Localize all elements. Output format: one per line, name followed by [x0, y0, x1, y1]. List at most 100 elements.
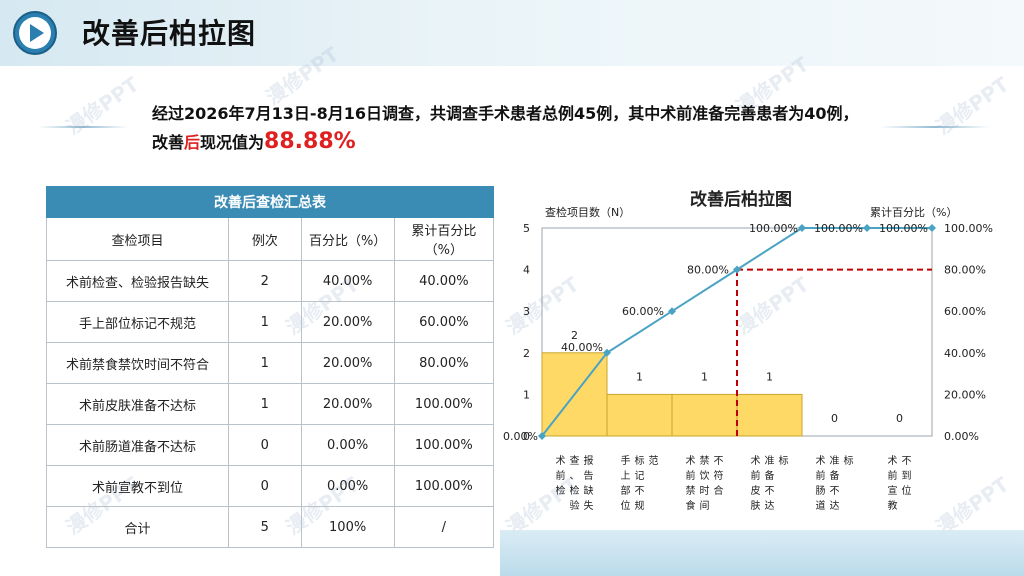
bar [606, 393, 673, 437]
category-label-char: 不 [635, 486, 645, 497]
category-label-char: 禁 [700, 455, 710, 467]
bar-value-label: 0 [831, 412, 838, 425]
category-label-char: 到 [902, 470, 912, 482]
y-tick-label: 4 [523, 264, 530, 277]
summary-line-1: 经过2026年7月13日-8月16日调查，共调查手术患者总例45例，其中术前准备… [152, 104, 859, 123]
category-label-char: 前 [751, 469, 761, 482]
table-cell: 100% [300, 506, 395, 548]
category-label-char: 前 [556, 469, 566, 482]
bar-value-label: 0 [896, 412, 903, 425]
bar-value-label: 1 [701, 370, 708, 383]
category-label-char: 肠 [816, 485, 826, 497]
category-label-char: 禁 [686, 485, 696, 497]
cumulative-marker [863, 224, 871, 232]
category-label-char: 记 [635, 470, 645, 482]
category-label-char: 前 [686, 469, 696, 482]
category-label-char: 标 [844, 455, 854, 467]
table-cell: 1 [228, 301, 302, 343]
table-row: 术前肠道准备不达标 0 0.00% 100.00% [45, 424, 495, 466]
category-label-char: 皮 [751, 484, 761, 497]
cumulative-label: 100.00% [749, 222, 798, 235]
category-label-char: 合 [714, 484, 724, 497]
table-cell: 20.00% [300, 383, 395, 425]
category-label-char: 食 [686, 499, 696, 512]
y2-axis-title: 累计百分比（%） [870, 206, 957, 219]
category-label-char: 达 [765, 500, 775, 512]
bar-value-label: 1 [766, 370, 773, 383]
category-label-char: 检 [570, 484, 580, 497]
table-cell: 合计 [45, 506, 230, 548]
category-label-char: 不 [765, 486, 775, 497]
category-label-char: 范 [649, 454, 659, 467]
y2-tick-label: 80.00% [944, 264, 986, 277]
cumulative-label: 100.00% [879, 222, 928, 235]
table-cell: 2 [228, 260, 302, 302]
category-label-char: 上 [621, 470, 631, 482]
current-value: 88.88% [264, 129, 356, 154]
category-label-char: 检 [556, 484, 566, 497]
category-label-char: 达 [830, 500, 840, 512]
play-icon[interactable] [12, 10, 58, 56]
y2-tick-label: 100.00% [944, 222, 993, 235]
table-caption: 改善后查检汇总表 [46, 186, 494, 218]
y-tick-label: 1 [523, 388, 530, 401]
y-tick-label: 5 [523, 222, 530, 235]
category-label-char: 教 [888, 499, 898, 512]
cumulative-label: 0.00% [503, 430, 538, 443]
decor-line-left [38, 126, 128, 128]
category-label-char: 术 [556, 455, 566, 467]
category-label-char: 、 [570, 471, 580, 482]
category-label-char: 标 [635, 455, 645, 467]
y2-tick-label: 40.00% [944, 347, 986, 360]
table-header-cell: 累计百分比（%） [393, 217, 495, 261]
table-cell: 20.00% [300, 301, 395, 343]
category-label-char: 时 [700, 485, 710, 497]
y-tick-label: 3 [523, 305, 530, 318]
category-label-char: 失 [584, 499, 594, 512]
summary-middle: 现况值为 [200, 133, 265, 152]
category-label-char: 验 [570, 499, 580, 512]
y2-tick-label: 0.00% [944, 430, 979, 443]
category-label-char: 术 [888, 455, 898, 467]
category-label-char: 间 [700, 499, 710, 512]
category-label-char: 术 [686, 455, 696, 467]
bottom-decoration [500, 530, 1024, 576]
category-label-char: 位 [902, 484, 912, 497]
bar [736, 393, 803, 437]
category-label-char: 准 [830, 455, 840, 467]
category-label-char: 备 [765, 469, 775, 482]
bar-value-label: 2 [571, 329, 578, 342]
y-tick-label: 0 [523, 430, 530, 443]
cumulative-label: 60.00% [622, 305, 664, 318]
category-label-char: 部 [621, 484, 631, 497]
category-label-char: 位 [621, 499, 631, 512]
cumulative-label: 80.00% [687, 264, 729, 277]
category-label-char: 不 [714, 456, 724, 467]
page-title: 改善后柏拉图 [82, 17, 257, 50]
category-label-char: 前 [816, 469, 826, 482]
y2-tick-label: 20.00% [944, 388, 986, 401]
category-label-char: 宣 [888, 484, 898, 497]
bar-value-label: 1 [636, 370, 643, 383]
y-axis-title: 查检项目数（N） [545, 205, 630, 219]
cumulative-marker [928, 224, 936, 232]
category-label-char: 符 [714, 469, 724, 482]
table-cell: 0.00% [300, 424, 395, 466]
table-cell: 60.00% [393, 301, 495, 343]
chart-title: 改善后柏拉图 [690, 190, 792, 210]
table-cell: 0.00% [300, 465, 395, 507]
summary-highlight: 后 [184, 133, 201, 152]
category-label-char: 道 [816, 499, 826, 512]
table-header-cell: 查检项目 [45, 217, 230, 261]
category-label-char: 查 [570, 454, 580, 467]
summary-table: 改善后查检汇总表 查检项目 例次 百分比（%） 累计百分比（%） 术前检查、检验… [45, 186, 495, 548]
category-label-char: 规 [635, 499, 645, 512]
survey-summary: 经过2026年7月13日-8月16日调查，共调查手术患者总例45例，其中术前准备… [152, 100, 859, 157]
decor-line-right [880, 126, 990, 128]
category-label-char: 手 [621, 454, 631, 467]
table-cell: 术前肠道准备不达标 [45, 424, 230, 466]
category-label-char: 术 [751, 455, 761, 467]
y-tick-label: 2 [523, 347, 530, 360]
table-header-cell: 百分比（%） [300, 217, 395, 261]
